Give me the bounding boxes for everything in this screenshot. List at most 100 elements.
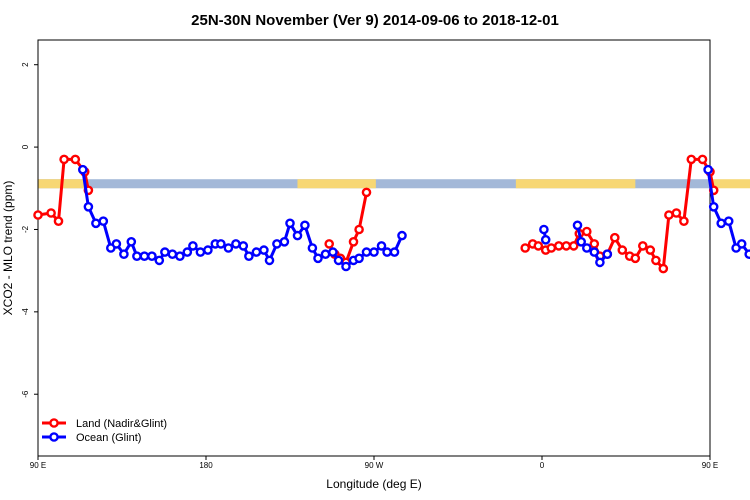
land-point-0-1 <box>46 208 56 218</box>
ocean-point-0-34 <box>313 253 323 264</box>
ocean-point-0-5 <box>111 239 122 249</box>
ocean-point-2-2 <box>582 243 592 253</box>
y-tick-label-0: 2 <box>21 62 30 67</box>
ocean-point-0-43 <box>376 241 387 251</box>
ocean-point-1-0 <box>539 224 549 235</box>
ocean-point-0-3 <box>98 216 109 226</box>
ocean-point-0-32 <box>300 220 310 231</box>
ocean-point-0-38 <box>341 261 351 272</box>
land-point-1-6 <box>361 187 372 198</box>
land-point-2-10 <box>589 239 600 249</box>
land-point-1-0 <box>324 239 335 249</box>
land-point-2-6 <box>561 241 572 251</box>
ocean-point-0-8 <box>132 251 142 262</box>
land-band-segment-2 <box>515 179 636 189</box>
legend-land-marker <box>49 418 59 428</box>
legend-ocean-marker <box>49 432 59 442</box>
ocean-point-0-40 <box>354 253 364 264</box>
land-point-2-23 <box>679 216 689 226</box>
series-layer <box>33 154 750 274</box>
y-tick-label-4: -6 <box>21 390 30 398</box>
land-point-2-4 <box>546 243 557 253</box>
ocean-point-0-22 <box>231 239 241 249</box>
y-axis: 2 0 -2 -4 -6 <box>21 62 38 398</box>
ocean-point-0-11 <box>154 255 165 266</box>
land-point-2-13 <box>610 232 620 243</box>
land-point-2-21 <box>664 210 674 220</box>
ocean-point-0-45 <box>389 247 400 257</box>
ocean-point-0-44 <box>382 247 392 257</box>
land-point-0-0 <box>33 210 43 220</box>
x-axis-label: Longitude (deg E) <box>326 477 421 491</box>
land-point-2-24 <box>686 154 697 165</box>
ocean-point-0-9 <box>139 251 150 262</box>
ocean-point-0-33 <box>307 243 318 253</box>
land-ocean-band <box>38 179 750 189</box>
ocean-point-2-5 <box>602 249 613 259</box>
x-axis: 90 E 180 90 W 0 90 E <box>30 456 718 470</box>
ocean-point-0-16 <box>188 241 198 251</box>
land-point-2-2 <box>533 241 544 251</box>
land-point-2-18 <box>645 245 656 255</box>
ocean-point-0-6 <box>119 249 129 259</box>
ocean-point-0-28 <box>272 239 282 249</box>
legend: Land (Nadir&Glint) Ocean (Glint) <box>42 418 167 444</box>
land-point-0-4 <box>70 154 81 165</box>
ocean-point-2-0 <box>572 220 583 231</box>
land-point-2-19 <box>651 255 661 266</box>
ocean-point-2-1 <box>576 236 587 247</box>
legend-ocean-label: Ocean (Glint) <box>76 432 141 444</box>
land-point-2-25 <box>697 154 708 165</box>
ocean-point-0-18 <box>203 245 213 255</box>
ocean-point-1-1 <box>540 234 551 245</box>
ocean-point-2-3 <box>589 247 600 257</box>
ocean-point-0-7 <box>126 236 137 247</box>
ocean-point-0-12 <box>160 247 170 257</box>
ocean-point-0-42 <box>369 247 379 257</box>
land-point-2-7 <box>568 241 579 251</box>
ocean-point-0-41 <box>361 247 372 257</box>
ocean-point-0-26 <box>259 245 269 255</box>
chart-title: 25N-30N November (Ver 9) 2014-09-06 to 2… <box>191 12 559 29</box>
y-tick-label-2: -2 <box>21 225 30 233</box>
land-point-2-22 <box>671 208 682 218</box>
ocean-point-2-4 <box>595 257 605 268</box>
ocean-point-0-29 <box>279 236 290 247</box>
ocean-point-3-6 <box>744 249 750 259</box>
land-point-2-9 <box>582 226 592 237</box>
ocean-point-0-17 <box>195 247 206 257</box>
ocean-point-0-27 <box>264 255 275 266</box>
ocean-point-0-15 <box>182 247 193 257</box>
ocean-point-0-21 <box>223 243 234 253</box>
land-point-2-0 <box>520 243 531 253</box>
legend-land-label: Land (Nadir&Glint) <box>76 418 167 430</box>
x-tick-label-1: 180 <box>199 461 213 470</box>
land-point-2-16 <box>630 253 641 264</box>
x-tick-label-0: 90 E <box>30 461 46 470</box>
ocean-point-0-23 <box>238 241 249 251</box>
land-point-0-3 <box>59 154 69 165</box>
ocean-point-0-2 <box>91 218 101 229</box>
ocean-point-3-5 <box>736 239 747 249</box>
x-tick-label-2: 90 W <box>365 461 384 470</box>
ocean-point-0-37 <box>333 255 344 266</box>
land-point-2-5 <box>554 241 564 251</box>
land-point-1-4 <box>348 236 359 247</box>
land-point-2-20 <box>658 263 669 274</box>
land-point-0-2 <box>53 216 64 226</box>
ocean-point-0-36 <box>328 247 338 257</box>
ocean-point-0-1 <box>83 201 94 212</box>
ocean-point-0-24 <box>244 251 254 262</box>
ocean-point-0-0 <box>78 164 88 175</box>
ocean-point-3-2 <box>716 218 727 229</box>
land-point-2-17 <box>638 241 648 251</box>
y-tick-label-3: -4 <box>21 308 30 316</box>
y-axis-label: XCO2 - MLO trend (ppm) <box>1 181 15 316</box>
ocean-point-0-46 <box>397 230 407 241</box>
ocean-point-3-0 <box>703 164 713 175</box>
ocean-point-0-31 <box>292 230 303 241</box>
ocean-point-0-14 <box>175 251 185 262</box>
land-point-1-5 <box>354 224 364 235</box>
ocean-point-3-1 <box>708 201 719 212</box>
ocean-point-0-35 <box>320 249 331 259</box>
